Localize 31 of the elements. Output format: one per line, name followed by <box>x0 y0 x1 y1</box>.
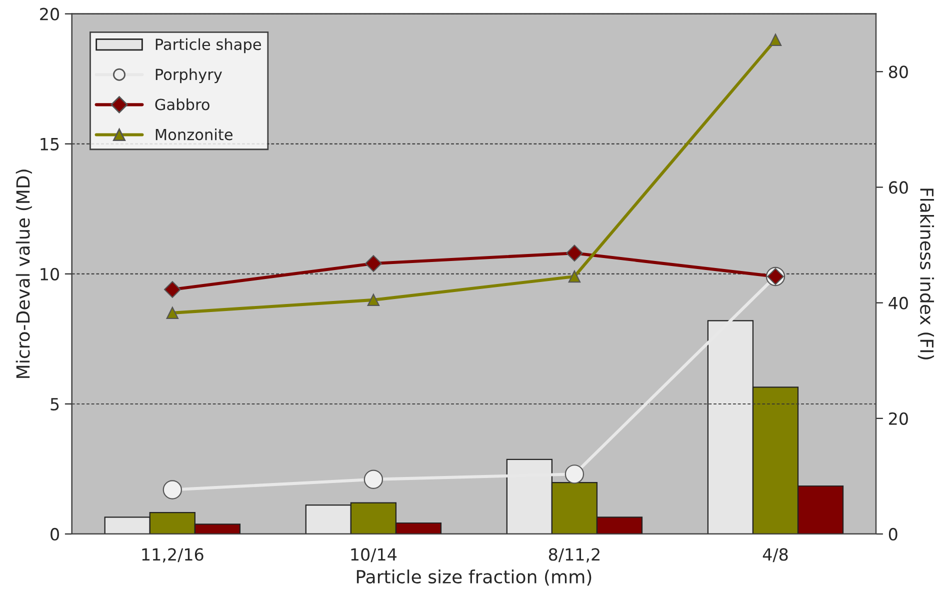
point <box>564 464 584 484</box>
x-tick-label: 11,2/16 <box>142 548 204 562</box>
point <box>367 294 380 306</box>
y-tick-label: 5 <box>50 398 59 411</box>
y2-tick-label: 0 <box>888 528 898 541</box>
y2-tick-label: 60 <box>888 181 908 194</box>
y-tick-label: 15 <box>40 138 59 150</box>
point <box>769 34 782 46</box>
y2-tick-label: 40 <box>888 296 908 310</box>
x-tick-label: 4/8 <box>762 548 788 562</box>
legend-label: Porphyry <box>156 68 222 84</box>
legend-label: Monzonite <box>156 128 232 140</box>
point <box>166 306 179 320</box>
y-tick-label: 20 <box>40 8 59 20</box>
y2-tick-label: 20 <box>889 412 908 425</box>
legend-label: Particle shape <box>156 38 261 54</box>
point <box>364 470 384 489</box>
y2-axis-title: Flakiness index (FI) <box>918 188 934 360</box>
y-tick-label: 0 <box>50 528 59 541</box>
x-axis-title: Particle size fraction (mm) <box>356 570 592 586</box>
point <box>164 281 181 298</box>
point <box>568 270 581 283</box>
x-tick-label: 10/14 <box>351 548 397 562</box>
legend-label: Gabbro <box>155 98 210 110</box>
point <box>162 480 182 500</box>
y2-tick-label: 80 <box>888 66 908 78</box>
y-tick-label: 10 <box>40 268 59 280</box>
point <box>566 244 583 262</box>
y-axis-title: Micro-Deval value (MD) <box>16 170 32 378</box>
x-tick-label: 8/11,2 <box>548 548 600 562</box>
point <box>365 255 382 272</box>
